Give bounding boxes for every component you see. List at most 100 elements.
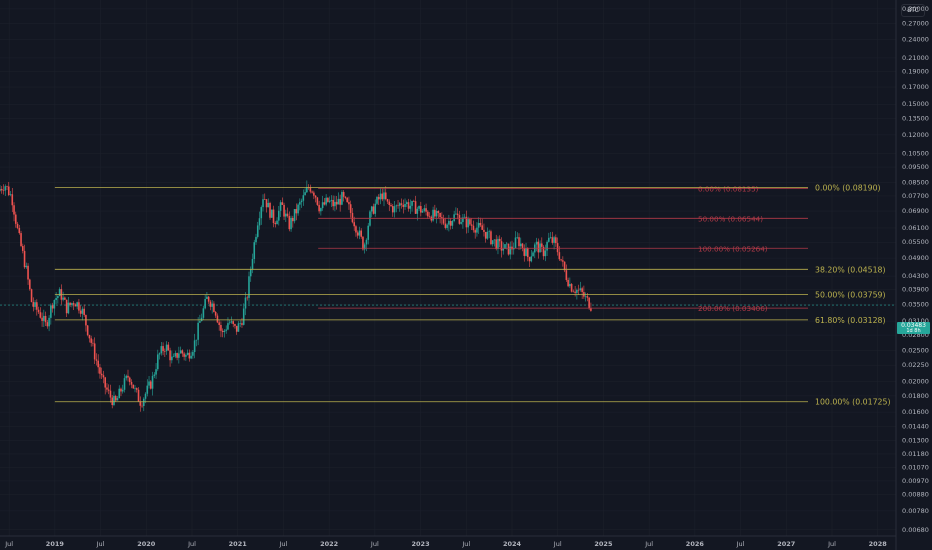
x-tick-label: Jul — [4, 540, 13, 548]
candle-body — [421, 210, 424, 213]
candle-body — [148, 381, 150, 386]
candle-body — [470, 224, 473, 226]
candle-body — [353, 222, 355, 227]
candle-body — [237, 323, 240, 332]
candle-body — [79, 310, 82, 314]
candle-body — [344, 196, 347, 198]
candle-body — [446, 224, 448, 228]
y-tick-label: 0.30000 — [902, 5, 929, 13]
candle-body — [377, 196, 380, 200]
candle-body — [491, 240, 494, 245]
candle-body — [365, 239, 368, 245]
candle-body — [253, 242, 256, 260]
candle-body — [404, 204, 406, 207]
x-tick-label: Jul — [827, 540, 836, 548]
candle-body — [158, 353, 161, 355]
candle-body — [449, 220, 452, 226]
candle-body — [483, 229, 485, 232]
candle-body — [14, 214, 17, 224]
candle-body — [30, 289, 33, 303]
price-axis-bg — [896, 0, 932, 550]
candle-body — [197, 322, 199, 340]
candle-body — [262, 199, 264, 208]
candle-body — [432, 209, 434, 221]
y-tick-label: 0.01300 — [902, 437, 929, 445]
candle-body — [13, 205, 15, 215]
price-axis[interactable]: 0.30000 0.27000 0.24000 0.21000 0.19000 0.170… — [895, 0, 932, 550]
candle-body — [249, 269, 252, 277]
candle-body — [107, 389, 110, 391]
candle-body — [151, 375, 154, 389]
candle-body — [351, 212, 354, 223]
fib-primary-label: 50.00% (0.03759) — [815, 291, 886, 300]
candle-body — [149, 381, 152, 389]
candle-body — [195, 339, 198, 341]
candle-body — [548, 237, 550, 242]
candle-body — [23, 250, 26, 268]
candle-body — [193, 340, 196, 353]
candle-body — [388, 201, 391, 206]
candle-body — [2, 190, 5, 191]
y-tick-label: 0.10500 — [902, 149, 929, 157]
candle-body — [376, 196, 378, 204]
time-axis[interactable]: Jul 2019 Jul 2020 Jul 2021 Jul 2022 Jul 2023 Jul 20… — [0, 535, 896, 548]
candle-body — [335, 201, 338, 205]
candle-body — [155, 369, 157, 375]
candle-body — [521, 243, 524, 249]
candle-body — [130, 381, 133, 385]
candle-body — [437, 211, 440, 213]
candle-body — [458, 215, 461, 224]
candle-body — [349, 204, 352, 213]
candle-body — [332, 199, 334, 207]
currency-badge[interactable]: BTC — [901, 4, 925, 17]
candle-body — [411, 200, 413, 206]
candle-body — [0, 188, 3, 191]
candle-body — [83, 308, 85, 316]
y-tick-label: 0.04300 — [902, 272, 929, 280]
candle-body — [569, 284, 571, 287]
candle-body — [526, 248, 529, 258]
candle-body — [72, 303, 75, 305]
candle-body — [188, 352, 191, 359]
y-tick-label: 0.02800 — [902, 331, 929, 339]
candle-body — [211, 303, 213, 307]
candle-body — [164, 351, 166, 352]
candle-body — [481, 225, 483, 230]
last-price-label: 0.03483 1d 8h — [897, 322, 930, 334]
candle-body — [476, 227, 478, 233]
candle-body — [409, 205, 412, 209]
candle-body — [267, 202, 270, 208]
x-tick-label: 2021 — [229, 540, 248, 548]
y-tick-label: 0.09500 — [902, 163, 929, 171]
candle-body — [390, 205, 392, 207]
candle-body — [121, 389, 124, 392]
x-tick-label: 2028 — [869, 540, 888, 548]
candle-body — [549, 237, 552, 238]
candle-body — [584, 296, 587, 297]
candle-body — [88, 334, 91, 339]
candle-body — [285, 213, 287, 217]
fib-secondary-label: 50.00% (0.06544) — [698, 214, 763, 223]
candle-body — [370, 206, 373, 212]
candle-body — [337, 198, 340, 205]
candle-body — [428, 216, 431, 217]
candle-body — [125, 375, 128, 379]
y-tick-label: 0.21000 — [902, 54, 929, 62]
candle-body — [37, 309, 40, 313]
candle-body — [407, 202, 410, 209]
x-tick-label: Jul — [96, 540, 105, 548]
candle-body — [381, 193, 384, 200]
candle-body — [142, 398, 145, 406]
candle-body — [265, 199, 268, 208]
candle-body — [498, 238, 501, 242]
candle-body — [230, 321, 233, 323]
candle-body — [544, 250, 547, 257]
candle-body — [213, 303, 215, 312]
candle-body — [7, 186, 10, 196]
candle-body — [206, 296, 208, 300]
candle-body — [269, 202, 271, 218]
x-tick-label: 2024 — [503, 540, 522, 548]
candle-body — [106, 387, 108, 390]
y-tick-label: 0.13500 — [902, 115, 929, 123]
